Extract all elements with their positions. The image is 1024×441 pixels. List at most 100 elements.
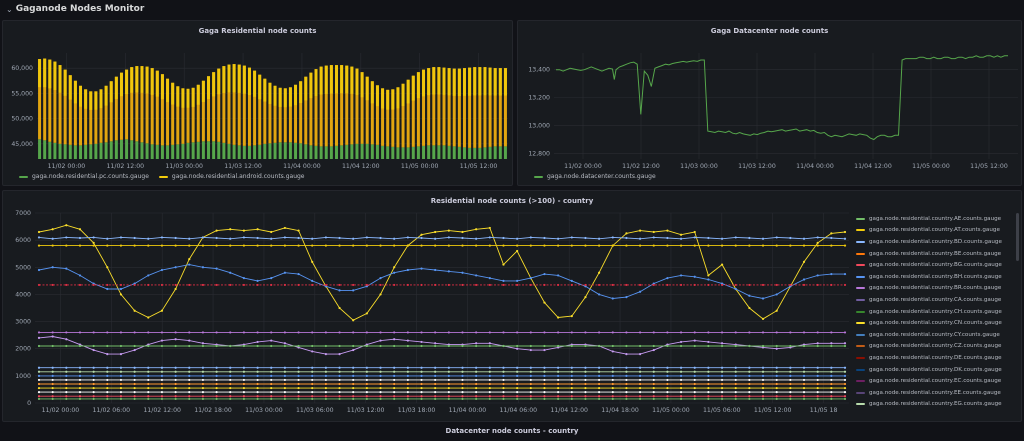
country-series-point: [229, 344, 232, 348]
residential-panel[interactable]: Gaga Residential node counts 60,000 55,00…: [2, 20, 513, 186]
bar-android: [166, 78, 170, 146]
bar-android: [498, 68, 502, 147]
legend-item-country[interactable]: gaga.node.residential.country.BE.counts.…: [856, 248, 1022, 260]
country-series-point: [543, 395, 546, 398]
legend-item-country[interactable]: gaga.node.residential.country.EE.counts.…: [856, 387, 1022, 399]
country-series-point: [584, 382, 587, 386]
country-series-point: [816, 397, 819, 401]
legend-item-country[interactable]: gaga.node.residential.country.EC.counts.…: [856, 375, 1022, 387]
country-series-point: [720, 370, 724, 373]
datacenter-panel[interactable]: Gaga Datacenter node counts 13,400 13,200…: [517, 20, 1022, 186]
country-series-point: [297, 382, 300, 386]
y-tick-label: 1000: [15, 373, 31, 380]
country-series-point: [147, 370, 150, 373]
country-series-point: [802, 395, 806, 398]
country-series-point: [475, 283, 478, 287]
bar-android-highlight: [493, 68, 497, 96]
legend-item-country[interactable]: gaga.node.residential.country.AT.counts.…: [856, 225, 1022, 237]
bar-pc: [462, 147, 466, 159]
country-series-point: [584, 386, 587, 390]
country-series-point: [37, 366, 41, 369]
legend-item-country[interactable]: gaga.node.residential.country.DE.counts.…: [856, 352, 1022, 364]
country-series-point: [106, 397, 109, 401]
legend-item-pc[interactable]: gaga.node.residential.pc.counts.gauge: [19, 173, 149, 180]
legend-scrollbar[interactable]: [1016, 213, 1019, 261]
country-series-point: [488, 244, 491, 247]
country-series-point: [761, 244, 765, 247]
legend-item-country[interactable]: gaga.node.residential.country.BH.counts.…: [856, 271, 1022, 283]
bar-android: [237, 64, 241, 146]
legend-item-android[interactable]: gaga.node.residential.android.counts.gau…: [158, 173, 305, 180]
x-tick-label: 11/02 12:00: [143, 407, 181, 414]
legend-item-country[interactable]: gaga.node.residential.country.CY.counts.…: [856, 329, 1022, 341]
country-series-point: [147, 316, 150, 319]
country-series-point: [447, 370, 450, 373]
country-series-point: [37, 395, 41, 398]
country-series-point: [229, 228, 232, 231]
bar-android: [488, 67, 492, 147]
country-series-point: [652, 386, 655, 390]
country-series-point: [666, 366, 669, 369]
dashboard-header[interactable]: ⌄ Gaganode Nodes Monitor: [0, 0, 1024, 18]
legend-item-country[interactable]: gaga.node.residential.country.BR.counts.…: [856, 283, 1022, 295]
bar-android: [150, 68, 154, 145]
country-series-point: [393, 395, 396, 398]
chevron-down-icon[interactable]: ⌄: [6, 4, 13, 14]
country-series-point: [147, 331, 150, 334]
country-series-point: [78, 244, 82, 247]
x-tick-label: 11/02 12:00: [622, 163, 660, 170]
legend-item-datacenter[interactable]: gaga.node.datacenter.counts.gauge: [534, 173, 656, 180]
country-series-line: [38, 264, 845, 299]
legend-item-country[interactable]: gaga.node.residential.country.CA.counts.…: [856, 294, 1022, 306]
country-series-point: [529, 366, 532, 369]
country-series-point: [557, 244, 560, 247]
country-series-point: [720, 331, 724, 334]
legend-item-country[interactable]: gaga.node.residential.country.BD.counts.…: [856, 236, 1022, 248]
legend-item-country[interactable]: gaga.node.residential.country.CZ.counts.…: [856, 341, 1022, 353]
country-series-point: [311, 378, 314, 382]
country-series-point: [516, 244, 519, 247]
legend-item-country[interactable]: gaga.node.residential.country.BG.counts.…: [856, 259, 1022, 271]
country-series-point: [775, 283, 778, 287]
country-series-point: [434, 237, 437, 240]
country-series-point: [188, 366, 191, 369]
legend-item-country[interactable]: gaga.node.residential.country.EG.counts.…: [856, 399, 1022, 411]
country-series-point: [557, 395, 560, 398]
bar-android: [186, 88, 190, 143]
country-series-point: [584, 331, 587, 334]
country-series-point: [37, 391, 41, 394]
bar-android: [335, 65, 338, 146]
bar-pc: [196, 141, 200, 159]
bar-android: [68, 75, 72, 145]
country-series-point: [160, 395, 164, 398]
country-series-point: [666, 344, 669, 348]
country-series-point: [365, 283, 368, 287]
bar-pc: [63, 144, 67, 159]
country-series-point: [529, 386, 532, 390]
bar-android: [299, 81, 303, 144]
bar-android: [222, 66, 226, 143]
country-series-point: [761, 331, 765, 334]
country-series-point: [666, 386, 669, 390]
country-series-point: [802, 278, 806, 281]
bar-pc: [43, 140, 47, 159]
country-series-point: [393, 366, 396, 369]
bar-pc: [48, 141, 52, 159]
bar-android: [191, 87, 195, 143]
legend-item-country[interactable]: gaga.node.residential.country.DK.counts.…: [856, 364, 1022, 376]
bar-android-highlight: [386, 89, 390, 110]
bar-pc: [340, 145, 344, 159]
bar-pc: [125, 139, 129, 159]
country-series-point: [802, 378, 806, 382]
country-series-point: [461, 344, 464, 348]
legend-item-country[interactable]: gaga.node.residential.country.AE.counts.…: [856, 213, 1022, 225]
country-panel[interactable]: Residential node counts (>100) - country…: [2, 190, 1022, 422]
country-series-point: [324, 391, 327, 394]
country-legend[interactable]: gaga.node.residential.country.AE.counts.…: [856, 213, 1022, 413]
legend-item-country[interactable]: gaga.node.residential.country.CN.counts.…: [856, 317, 1022, 329]
country-series-point: [311, 344, 314, 348]
country-series-point: [488, 331, 491, 334]
country-series-point: [106, 266, 109, 269]
legend-item-country[interactable]: gaga.node.residential.country.CH.counts.…: [856, 306, 1022, 318]
country-series-point: [734, 374, 737, 377]
